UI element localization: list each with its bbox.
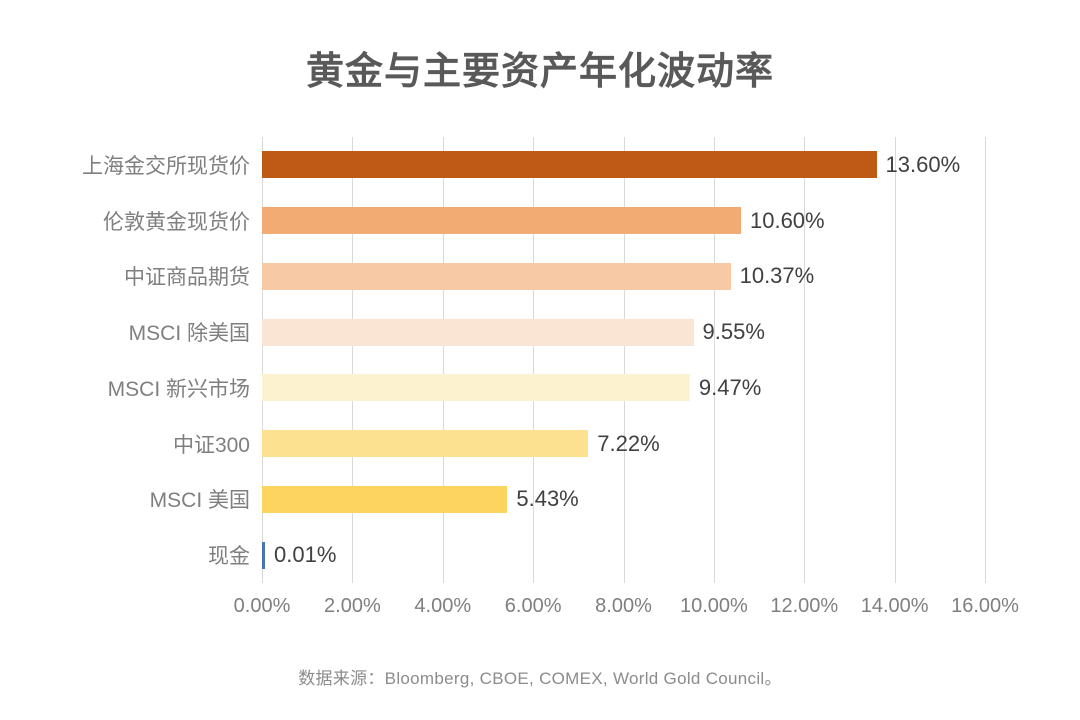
category-label: 中证300 [172,433,250,457]
category-label: MSCI 美国 [149,489,250,513]
x-tick-label: 10.00% [679,595,748,617]
bar-track: 7.22% [262,430,985,458]
chart-title: 黄金与主要资产年化波动率 [305,51,774,93]
bar [262,262,731,290]
source-note: 数据来源：Bloomberg, CBOE, COMEX, World Gold … [298,669,782,688]
bar-row: 伦敦黄金现货价 10.60% [0,193,1080,249]
gridline [442,137,444,583]
category-label: MSCI 除美国 [128,322,250,346]
bar-row: MSCI 新兴市场 9.47% [0,360,1080,416]
x-tick-label: 8.00% [595,595,652,617]
x-tick-label: 16.00% [951,595,1019,617]
bar-track: 10.37% [262,262,985,290]
x-tick-label: 6.00% [504,595,562,617]
bar [262,485,508,513]
bar-value-label: 9.55% [702,319,765,345]
plot-area: 上海金交所现货价 13.60% 伦敦黄金现货价 10.60% 中证商品期货 10.37% M… [0,137,1080,583]
bar-value-label: 10.60% [749,207,825,233]
category-label: 中证商品期货 [124,266,250,290]
gridline [262,137,263,583]
category-label: 伦敦黄金现货价 [103,210,250,234]
bar-row: 中证300 7.22% [0,416,1080,472]
x-tick-label: 4.00% [414,595,472,617]
bar-row: MSCI 除美国 9.55% [0,304,1080,360]
bar-track: 9.47% [262,374,985,402]
bar-track: 9.55% [262,318,985,346]
bar [262,374,690,402]
category-label: MSCI 新兴市场 [107,377,250,401]
bar-track: 5.43% [262,485,985,513]
gridline [352,137,354,583]
bar-value-label: 5.43% [516,486,579,512]
x-tick-label: 14.00% [860,595,929,617]
bar-track: 0.01% [262,541,985,569]
x-tick-label: 0.00% [233,595,291,617]
bar-value-label: 0.01% [274,542,337,568]
bar-value-label: 7.22% [597,430,660,456]
gridline-layer [262,137,986,583]
gridline [533,137,535,583]
gridline [804,137,806,583]
bar-row: MSCI 美国 5.43% [0,472,1080,528]
x-tick-label: 2.00% [324,595,381,617]
gridline [894,137,896,583]
bar [262,541,265,569]
category-label: 现金 [208,545,250,569]
bar-value-label: 13.60% [885,151,961,177]
bar [262,430,589,458]
gridline [623,137,625,583]
bar-value-label: 10.37% [739,263,815,289]
x-tick-label: 12.00% [770,595,839,617]
bar [262,151,877,179]
bar [262,207,741,235]
bar-value-label: 9.47% [698,374,762,400]
bar-row: 现金 0.01% [0,527,1080,583]
bar [262,318,694,346]
gridline [713,137,715,583]
category-label: 上海金交所现货价 [82,154,250,178]
bar-track: 13.60% [262,151,985,179]
bar-row: 中证商品期货 10.37% [0,249,1080,305]
bar-rows: 上海金交所现货价 13.60% 伦敦黄金现货价 10.60% 中证商品期货 10.37% M… [0,137,1080,583]
bar-row: 上海金交所现货价 13.60% [0,137,1080,193]
gridline [985,137,986,583]
bar-track: 10.60% [262,207,985,235]
x-axis: 0.00% 2.00% 4.00% 6.00% 8.00% 10.00% 12.00% 14.… [234,595,1019,625]
